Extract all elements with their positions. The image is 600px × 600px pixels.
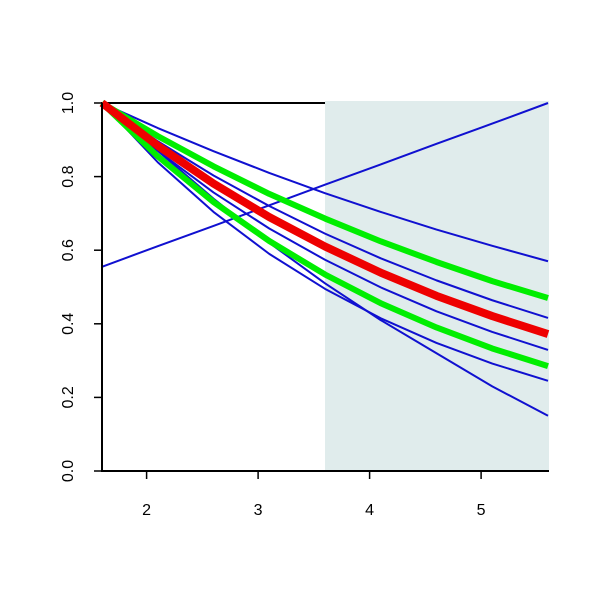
data-line	[101, 102, 549, 263]
data-line	[101, 102, 549, 351]
data-line	[99, 99, 550, 338]
y-tick-label: 0.8	[60, 165, 77, 187]
y-tick-label: 0.4	[60, 313, 77, 335]
x-tick-label: 4	[365, 502, 374, 519]
y-tick-label: 0.2	[60, 386, 77, 408]
x-tick-label: 3	[254, 502, 263, 519]
data-line	[99, 100, 549, 369]
data-line	[101, 102, 549, 319]
x-tick-label: 5	[477, 502, 486, 519]
y-tick-label: 1.0	[60, 92, 77, 114]
data-line	[101, 102, 549, 417]
x-tick-label: 2	[142, 502, 151, 519]
data-line	[100, 100, 549, 301]
data-line	[101, 102, 549, 268]
data-line	[101, 102, 549, 382]
y-tick-label: 0.0	[60, 460, 77, 482]
y-tick-label: 0.6	[60, 239, 77, 261]
